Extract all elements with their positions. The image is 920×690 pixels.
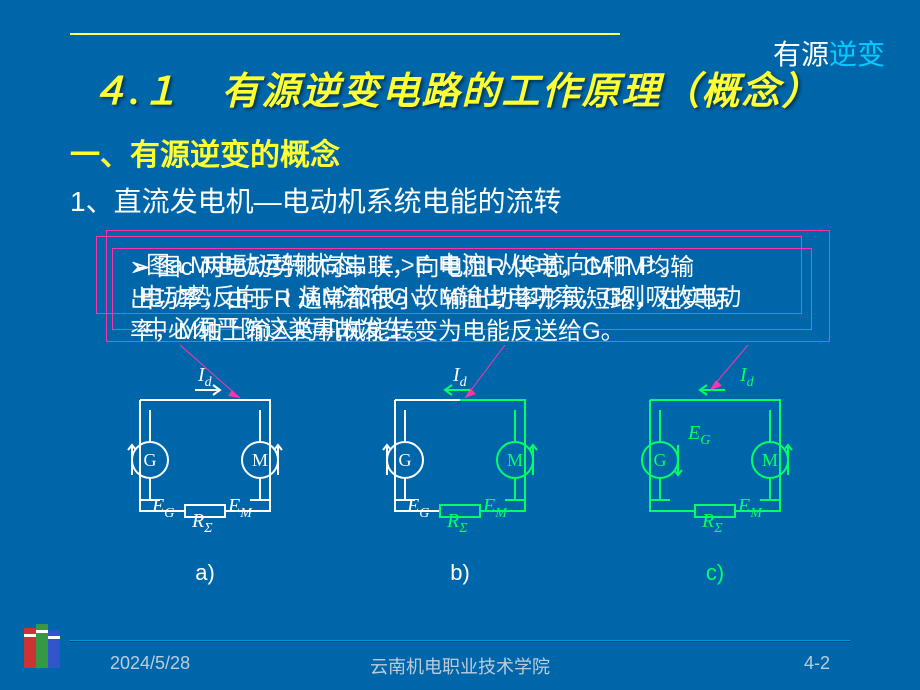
label-r-b: RΣ [447, 510, 468, 537]
page-title: ４.１ 有源逆变电路的工作原理（概念） [90, 60, 822, 115]
label-em-c: EM [738, 495, 762, 522]
label-eg-b: EG [407, 495, 429, 522]
node-label-g: G [144, 450, 157, 470]
label-em-a: EM [228, 495, 252, 522]
node-label-g: G [654, 450, 667, 470]
callout-line3b: 中必须严防这类事故发生。 [144, 316, 432, 343]
label-r-a: RΣ [192, 510, 213, 537]
footer-date: 2024/5/28 [110, 653, 190, 674]
header-rule [70, 33, 620, 35]
label-eg-a: EG [152, 495, 174, 522]
footer: 2024/5/28 云南机电职业技术学院 4-2 [0, 653, 920, 674]
node-label-m: M [762, 450, 778, 470]
label-id-b: Id [453, 364, 467, 391]
circuit-row: G M Id EG EM RΣ a) [100, 370, 820, 580]
circuit-label-b: b) [355, 560, 565, 586]
footer-rule [70, 640, 850, 642]
callout-line1b: 图a M电动运转状态，E >E 电流I 从G流向M P P 。 [146, 252, 685, 279]
node-label-m: M [507, 450, 523, 470]
circuit-b: G M Id EG EM RΣ b) [355, 370, 565, 580]
node-label-m: M [252, 450, 268, 470]
circuit-c: G M Id EG EM RΣ c) [610, 370, 820, 580]
label-eg-c: EG [688, 422, 710, 449]
footer-page: 4-2 [804, 653, 830, 674]
circuit-label-c: c) [610, 560, 820, 586]
label-em-b: EM [483, 495, 507, 522]
callout-line2b: 电动势反向，I 从M流向G 故M输出电功率，G则吸收电功 [140, 284, 741, 311]
tag-part2: 逆变 [829, 39, 885, 70]
callout-overlay-group: ➢ 图c 两电动势顺向串联，向电阻R 供电，G和M均输 图a M电动运转状态，E… [100, 230, 820, 345]
label-id-a: Id [198, 364, 212, 391]
footer-org: 云南机电职业技术学院 [370, 653, 550, 679]
circuit-label-a: a) [100, 560, 310, 586]
node-label-g: G [399, 450, 412, 470]
label-id-c: Id [740, 364, 754, 391]
circuit-a: G M Id EG EM RΣ a) [100, 370, 310, 580]
subheading-1: 一、有源逆变的概念 [70, 130, 340, 174]
label-r-c: RΣ [702, 510, 723, 537]
subheading-2: 1、直流发电机—电动机系统电能的流转 [70, 180, 562, 220]
